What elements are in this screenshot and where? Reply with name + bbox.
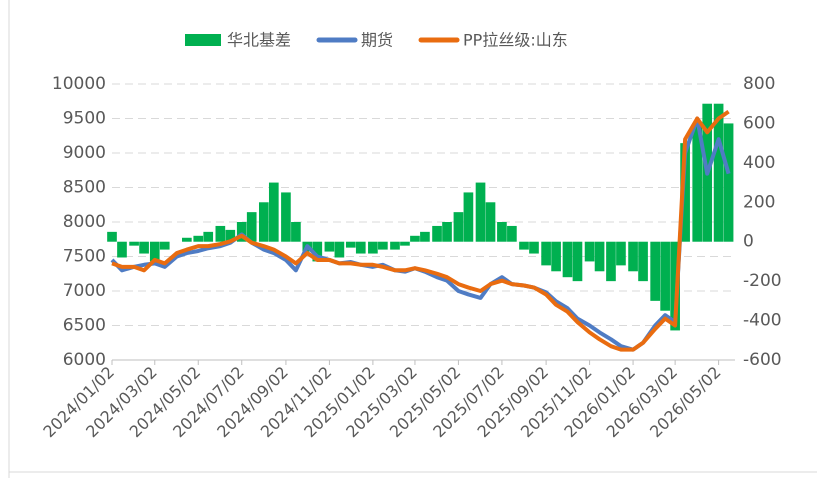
bar xyxy=(541,241,551,266)
bar xyxy=(334,241,345,258)
y-tick-label: 8000 xyxy=(63,212,106,232)
bar xyxy=(497,222,507,242)
bar xyxy=(225,229,236,242)
bar xyxy=(638,241,648,282)
bar xyxy=(594,241,605,272)
bar xyxy=(312,241,323,262)
bar xyxy=(390,241,400,250)
bar xyxy=(529,241,539,254)
y2-tick-label: -400 xyxy=(743,311,782,331)
bar xyxy=(258,202,269,242)
legend-label: 华北基差 xyxy=(227,31,291,50)
bar xyxy=(400,241,410,246)
legend-swatch xyxy=(185,34,221,46)
bar xyxy=(692,123,703,242)
bar xyxy=(628,241,638,272)
y2-tick-label: -200 xyxy=(743,271,782,291)
y2-tick-label: -600 xyxy=(743,350,782,370)
bar xyxy=(432,225,442,242)
y2-tick-label: 200 xyxy=(743,192,775,212)
y2-tick-label: 800 xyxy=(743,74,775,94)
y-tick-label: 9000 xyxy=(63,143,106,163)
bar xyxy=(281,192,291,242)
bar xyxy=(268,182,279,242)
bar xyxy=(420,231,430,242)
bar xyxy=(182,237,192,242)
bar xyxy=(368,241,378,254)
bar xyxy=(139,241,149,254)
legend-label: PP拉丝级:山东 xyxy=(463,31,568,50)
bar xyxy=(616,241,626,266)
bar xyxy=(572,241,583,282)
y2-tick-label: 400 xyxy=(743,153,775,173)
bar xyxy=(519,241,529,250)
bar xyxy=(463,192,474,242)
bar xyxy=(193,235,204,242)
bar xyxy=(246,212,257,242)
bar xyxy=(324,241,335,252)
bar xyxy=(562,241,573,278)
bar xyxy=(378,241,388,250)
legend-label: 期货 xyxy=(361,31,393,50)
y-tick-label: 6500 xyxy=(63,316,106,336)
bar xyxy=(159,241,170,250)
y2-tick-label: 0 xyxy=(743,232,754,252)
y-tick-label: 7000 xyxy=(63,281,106,301)
bar xyxy=(410,235,420,242)
bar xyxy=(107,231,117,242)
bar xyxy=(713,103,724,242)
bar xyxy=(660,241,670,311)
y-tick-label: 8500 xyxy=(63,178,106,198)
bar xyxy=(650,241,660,301)
bar xyxy=(680,143,690,242)
bar xyxy=(584,241,595,262)
bar xyxy=(606,241,616,282)
bar xyxy=(149,241,160,262)
bar xyxy=(670,241,680,331)
y-tick-label: 7500 xyxy=(63,247,106,267)
bar xyxy=(485,202,496,242)
bar xyxy=(507,225,517,242)
bar xyxy=(215,225,226,242)
y-tick-label: 6000 xyxy=(63,350,106,370)
bar xyxy=(723,123,734,242)
y-tick-label: 9500 xyxy=(63,109,106,129)
bar xyxy=(345,241,356,248)
bar xyxy=(475,182,486,242)
bar xyxy=(203,231,214,242)
bar xyxy=(453,212,464,242)
bar xyxy=(117,241,127,258)
bar xyxy=(355,241,366,254)
bar xyxy=(442,222,452,242)
bar xyxy=(129,241,139,246)
y2-tick-label: 600 xyxy=(743,113,775,133)
bar xyxy=(551,241,561,272)
line xyxy=(111,109,730,352)
bar xyxy=(236,222,247,242)
y-tick-label: 10000 xyxy=(52,74,106,94)
bar xyxy=(291,222,301,242)
